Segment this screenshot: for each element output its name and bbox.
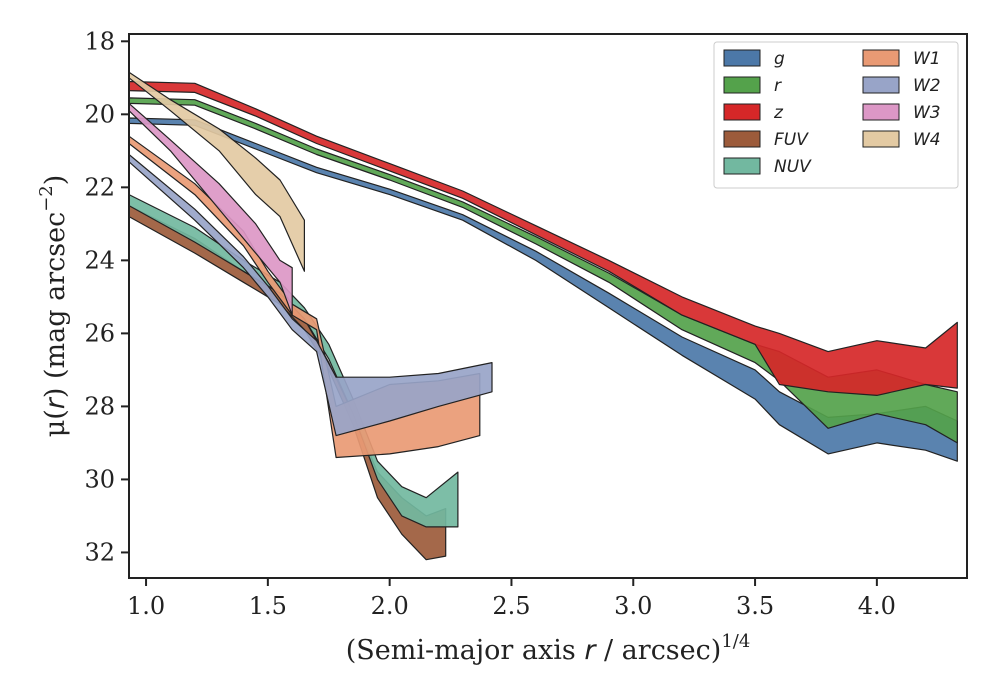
y-tick-label: 20 (84, 100, 115, 128)
legend-label-g: g (774, 49, 785, 69)
legend-swatch-w2 (862, 76, 900, 94)
legend-swatch-w1 (862, 49, 900, 67)
x-tick-label: 4.0 (858, 592, 896, 620)
legend-label-fuv: FUV (774, 130, 809, 150)
area-w2 (128, 153, 493, 437)
x-axis-title: (Semi-major axis r / arcsec)1/4 (346, 631, 751, 666)
area-layer (128, 71, 958, 561)
legend-label-w4: W4 (913, 130, 941, 150)
area-z (128, 80, 958, 396)
area-w4 (128, 71, 305, 272)
legend: grz FUV NUV W1 W2 W3 W4 (713, 41, 959, 189)
x-tick-label: 2.0 (371, 592, 409, 620)
y-tick-label: 24 (84, 246, 115, 274)
x-tick-label: 2.5 (492, 592, 530, 620)
legend-swatch-nuv (723, 157, 761, 175)
x-tick-label: 3.0 (614, 592, 652, 620)
x-tick-label: 1.5 (249, 592, 287, 620)
y-tick-label: 22 (84, 173, 115, 201)
area-r (128, 97, 958, 444)
y-tick-label: 18 (84, 27, 115, 55)
legend-swatch-r (723, 76, 761, 94)
legend-label-nuv: NUV (774, 157, 812, 177)
x-tick-label: 3.5 (736, 592, 774, 620)
y-tick-label: 28 (84, 392, 115, 420)
legend-swatch-w4 (862, 130, 900, 148)
y-tick-label: 26 (84, 319, 115, 347)
x-tick-label: 1.0 (127, 592, 165, 620)
y-axis-title: μ(r) (mag arcsec−2) (36, 175, 71, 438)
legend-label-w3: W3 (913, 103, 941, 123)
area-w3 (128, 102, 293, 316)
legend-label-w2: W2 (913, 76, 941, 96)
x-axis: 1.0 1.5 2.0 2.5 3.0 3.5 4.0 (127, 578, 896, 620)
legend-swatch-z (723, 103, 761, 121)
y-tick-label: 30 (84, 465, 115, 493)
legend-label-r: r (774, 76, 782, 96)
y-axis: 18 20 22 24 26 28 30 32 (84, 27, 129, 566)
legend-swatch-w3 (862, 103, 900, 121)
y-tick-label: 32 (84, 538, 115, 566)
legend-swatch-fuv (723, 130, 761, 148)
plot-frame (128, 33, 968, 579)
legend-label-w1: W1 (913, 49, 941, 69)
legend-label-z: z (773, 103, 784, 123)
area-g (128, 117, 958, 462)
area-w1 (128, 135, 481, 459)
legend-swatch-g (723, 49, 761, 67)
